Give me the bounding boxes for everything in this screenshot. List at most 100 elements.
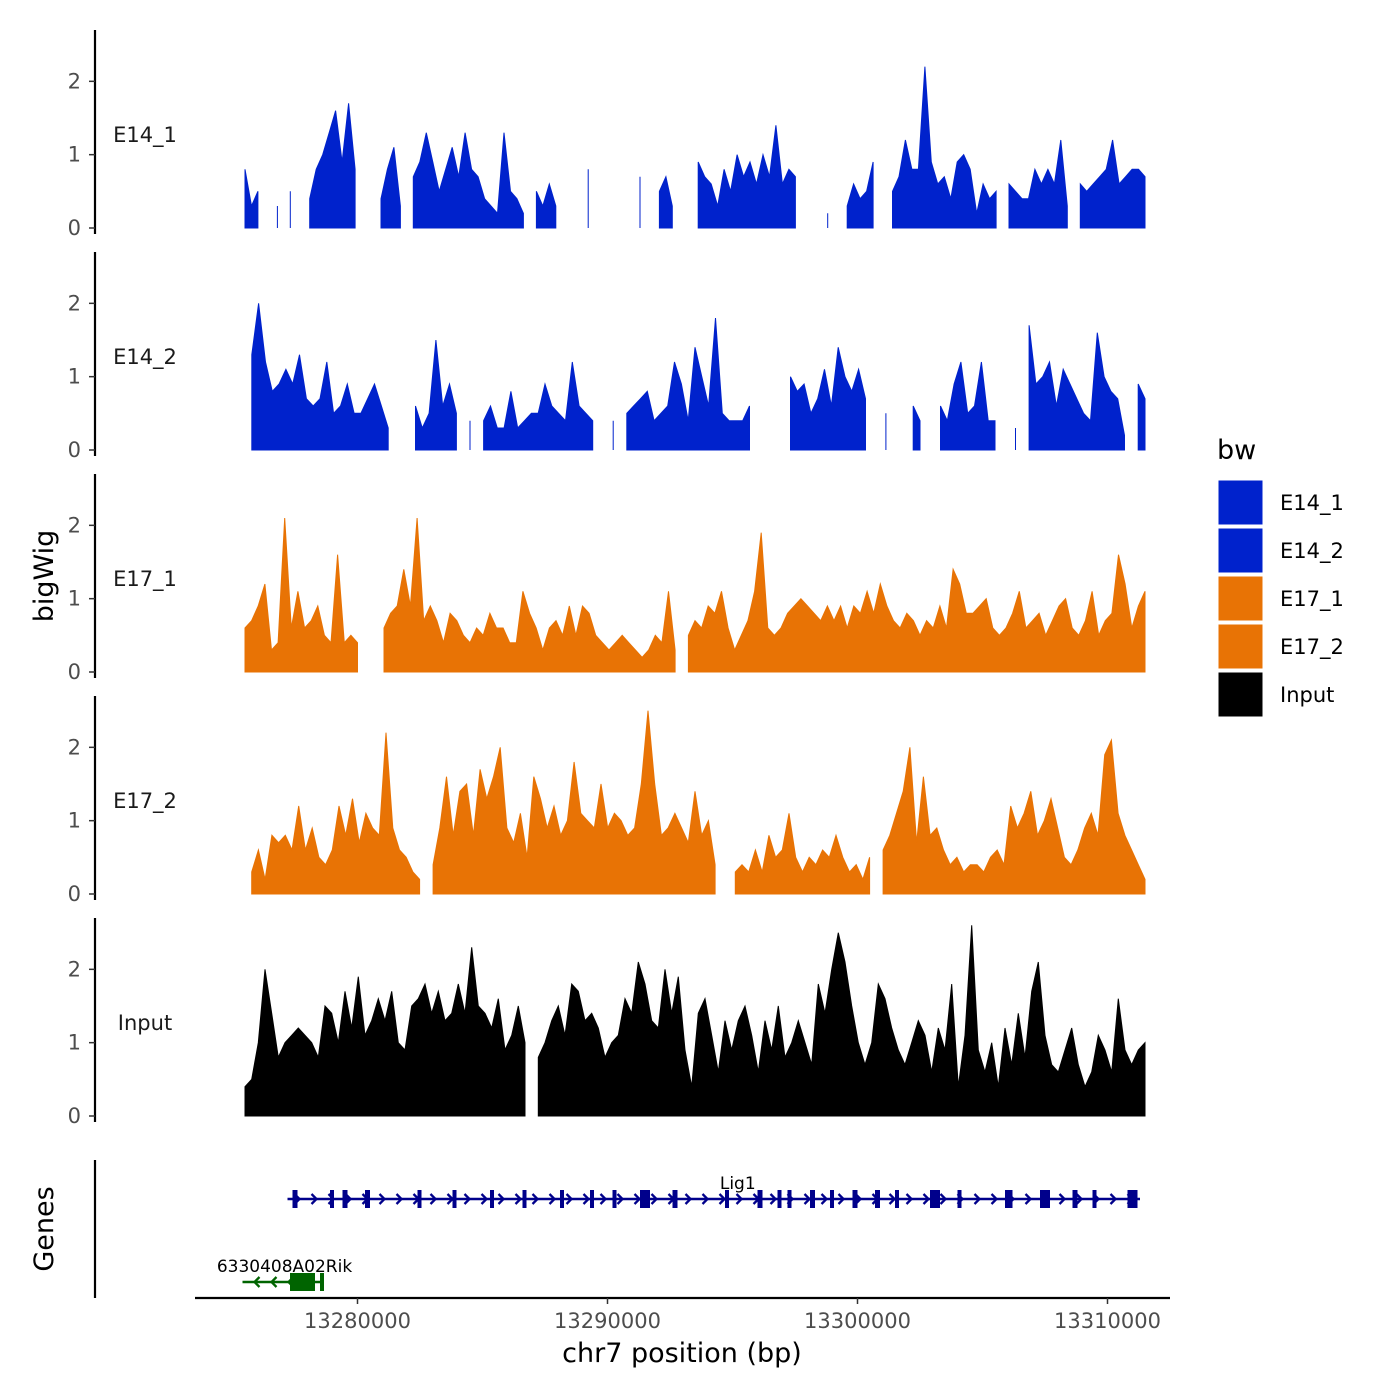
gene-exon	[1127, 1190, 1138, 1208]
gene-strand-arrow	[905, 1193, 914, 1205]
signal-area	[483, 361, 594, 451]
gene-label: Lig1	[720, 1174, 756, 1194]
gene-strand-arrow	[269, 1276, 278, 1288]
track-label: Input	[118, 1011, 172, 1035]
gene-exon	[895, 1190, 899, 1208]
legend-items: E14_1 E14_2 E17_1 E17_2 Input	[1217, 479, 1344, 718]
y-tick-label: 2	[68, 957, 81, 981]
x-axis: 13280000 13290000 13300000 13310000 chr7 po…	[195, 1296, 1170, 1369]
gene-strand-arrow	[803, 1193, 812, 1205]
legend-swatch-E14_2	[1217, 527, 1264, 574]
legend-label-Input: Input	[1280, 683, 1334, 707]
x-ticks: 13280000 13290000 13300000 13310000	[304, 1298, 1161, 1333]
signal-area	[535, 182, 557, 229]
y-tick-label: 2	[68, 291, 81, 315]
track-label: E14_2	[113, 345, 177, 370]
x-axis-title: chr7 position (bp)	[562, 1338, 802, 1369]
gene-exon	[612, 1190, 617, 1208]
gene-exon	[810, 1190, 815, 1208]
gene-strand-arrow	[531, 1193, 540, 1205]
y-tick-label: 0	[68, 660, 81, 684]
gene-exon	[787, 1190, 792, 1208]
legend-swatch-E17_1	[1217, 575, 1264, 622]
gene-exon	[757, 1190, 763, 1208]
y-tick-label: 2	[68, 69, 81, 93]
gene-strand-arrow	[718, 1193, 727, 1205]
gene-exon	[320, 1273, 324, 1291]
gene-strand-arrow	[548, 1193, 557, 1205]
gene-strand-arrow	[769, 1193, 778, 1205]
gene-strand-arrow	[252, 1276, 261, 1288]
y-tick-label: 2	[68, 513, 81, 537]
gene-exon	[290, 1273, 315, 1291]
signal-area	[734, 813, 871, 895]
gene-exon	[1005, 1190, 1013, 1208]
gene-strand-arrow	[633, 1193, 642, 1205]
gene-strand-arrow	[514, 1193, 523, 1205]
y-axis-title: bigWig	[29, 530, 60, 623]
signal-area	[244, 947, 526, 1117]
y-tick-label: 1	[68, 365, 81, 389]
gene-exon	[590, 1190, 594, 1208]
legend-swatch-Input	[1217, 671, 1264, 718]
gene-exon	[490, 1190, 494, 1208]
legend-label-E14_2: E14_2	[1280, 539, 1344, 564]
signal-area	[1028, 325, 1125, 451]
gene-strand-arrow	[599, 1193, 608, 1205]
gene-strand-arrow	[1024, 1193, 1033, 1205]
gene-6330408A02Rik: 6330408A02Rik	[217, 1257, 353, 1291]
track-Input: 0 1 2 Input	[68, 918, 1146, 1128]
signal-area	[309, 103, 356, 229]
legend-swatch-E17_2	[1217, 623, 1264, 670]
signal-area	[415, 339, 457, 451]
signal-area	[537, 925, 1146, 1117]
signal-area	[892, 66, 997, 229]
signal-area	[251, 303, 389, 451]
gene-strand-arrow	[922, 1193, 931, 1205]
gene-strand-arrow	[480, 1193, 489, 1205]
signal-area	[846, 161, 874, 229]
y-tick-label: 1	[68, 809, 81, 833]
signal-area	[1079, 139, 1146, 229]
signal-area	[251, 732, 421, 895]
y-tick-label: 1	[68, 1031, 81, 1055]
signal-area	[687, 532, 1146, 673]
gene-exon	[522, 1190, 527, 1208]
gene-strand-arrow	[701, 1193, 710, 1205]
x-tick-label: 13300000	[804, 1309, 911, 1333]
track-E17_1: 0 1 2 E17_1	[68, 474, 1146, 684]
signal-area	[882, 738, 1146, 895]
gene-exon	[725, 1190, 729, 1208]
gene-strand-arrow	[973, 1193, 982, 1205]
y-tick-label: 0	[68, 216, 81, 240]
legend-label-E14_1: E14_1	[1280, 491, 1344, 516]
gene-strand-arrow	[650, 1193, 659, 1205]
track-E14_2: 0 1 2 E14_2	[68, 252, 1146, 462]
gene-exon	[452, 1190, 457, 1208]
gene-exon	[875, 1190, 880, 1208]
signal-area	[380, 147, 401, 229]
y-tick-label: 0	[68, 1104, 81, 1128]
signal-area	[940, 361, 996, 451]
y-tick-label: 0	[68, 438, 81, 462]
gene-strand-arrow	[463, 1193, 472, 1205]
gene-Lig1: Lig1	[287, 1174, 1140, 1208]
gene-exon	[1072, 1190, 1078, 1208]
signal-area	[432, 710, 716, 895]
signal-area	[244, 169, 259, 229]
gene-strand-arrow	[1109, 1193, 1118, 1205]
y-tick-label: 2	[68, 735, 81, 759]
genes-panel: Genes Lig1 6330408A02Rik	[29, 1160, 1140, 1298]
gene-exon	[342, 1190, 348, 1208]
gene-label: 6330408A02Rik	[217, 1257, 353, 1277]
x-tick-label: 13290000	[554, 1309, 661, 1333]
track-E14_1: 0 1 2 E14_1	[68, 30, 1146, 240]
genes-title: Genes	[29, 1186, 60, 1271]
gene-exon	[560, 1190, 564, 1208]
signal-area	[1137, 383, 1146, 451]
x-tick-label: 13280000	[304, 1309, 411, 1333]
legend-label-E17_2: E17_2	[1280, 635, 1344, 660]
gene-exon	[330, 1190, 334, 1208]
gene-strand-arrow	[565, 1193, 574, 1205]
gene-exon	[365, 1190, 370, 1208]
